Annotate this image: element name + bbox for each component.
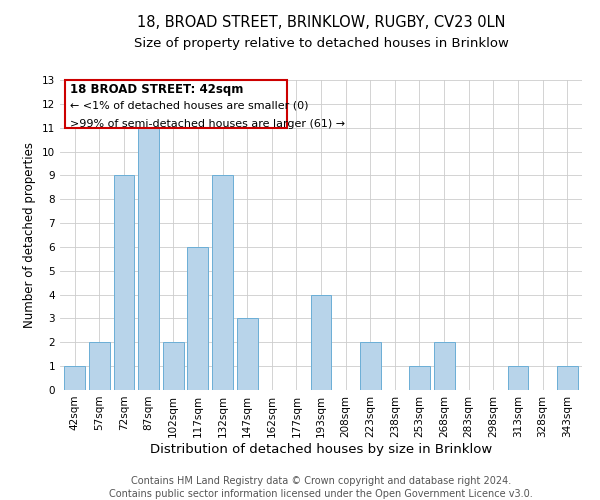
Bar xyxy=(89,342,110,390)
Text: Contains HM Land Registry data © Crown copyright and database right 2024.: Contains HM Land Registry data © Crown c… xyxy=(131,476,511,486)
Text: Size of property relative to detached houses in Brinklow: Size of property relative to detached ho… xyxy=(134,38,508,51)
FancyBboxPatch shape xyxy=(65,80,287,128)
X-axis label: Distribution of detached houses by size in Brinklow: Distribution of detached houses by size … xyxy=(150,442,492,456)
Bar xyxy=(409,366,430,390)
Bar xyxy=(557,366,578,390)
Text: ← <1% of detached houses are smaller (0): ← <1% of detached houses are smaller (0) xyxy=(70,100,309,110)
Text: Contains public sector information licensed under the Open Government Licence v3: Contains public sector information licen… xyxy=(109,489,533,499)
Bar xyxy=(113,176,134,390)
Bar xyxy=(236,318,257,390)
Y-axis label: Number of detached properties: Number of detached properties xyxy=(23,142,37,328)
Text: 18 BROAD STREET: 42sqm: 18 BROAD STREET: 42sqm xyxy=(70,83,244,96)
Bar xyxy=(163,342,184,390)
Bar xyxy=(311,294,331,390)
Text: >99% of semi-detached houses are larger (61) →: >99% of semi-detached houses are larger … xyxy=(70,118,346,128)
Bar xyxy=(64,366,85,390)
Bar xyxy=(212,176,233,390)
Text: 18, BROAD STREET, BRINKLOW, RUGBY, CV23 0LN: 18, BROAD STREET, BRINKLOW, RUGBY, CV23 … xyxy=(137,15,505,30)
Bar xyxy=(187,247,208,390)
Bar xyxy=(508,366,529,390)
Bar xyxy=(434,342,455,390)
Bar xyxy=(360,342,381,390)
Bar xyxy=(138,128,159,390)
